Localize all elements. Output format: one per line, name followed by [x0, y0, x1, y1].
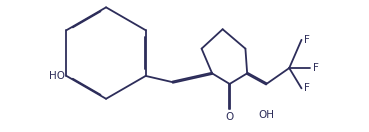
Text: O: O	[225, 112, 234, 122]
Text: F: F	[304, 35, 310, 45]
Text: F: F	[304, 83, 310, 93]
Text: HO: HO	[49, 71, 65, 81]
Text: OH: OH	[258, 110, 275, 120]
Text: F: F	[313, 63, 319, 73]
